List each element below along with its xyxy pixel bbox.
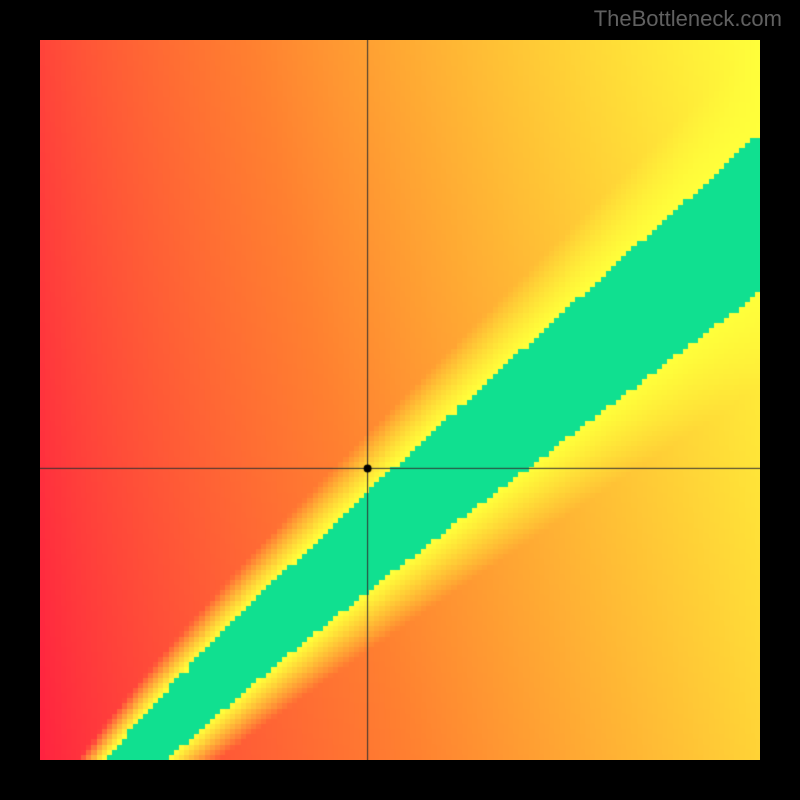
watermark-text: TheBottleneck.com — [594, 6, 782, 32]
chart-container: TheBottleneck.com — [0, 0, 800, 800]
bottleneck-heatmap — [40, 40, 760, 760]
